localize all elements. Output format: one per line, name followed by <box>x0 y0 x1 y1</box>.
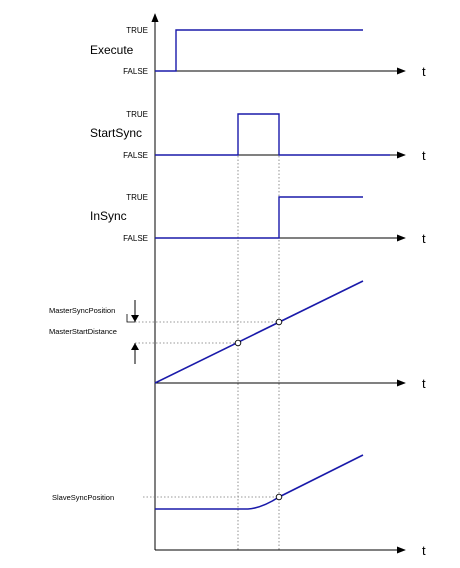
insync-axis-label: t <box>422 231 426 246</box>
slave-position-curve <box>155 454 364 510</box>
start-distance-arrowhead-top <box>131 315 139 322</box>
execute-axis-label: t <box>422 64 426 79</box>
slave-axis-label: t <box>422 543 426 558</box>
insync-signal <box>155 196 363 239</box>
master-axis-label: t <box>422 376 426 391</box>
execute-signal <box>155 29 363 72</box>
master-start-distance-label: MasterStartDistance <box>49 327 117 336</box>
master-sync-position-leader <box>126 314 135 323</box>
execute-signal-name: Execute <box>90 43 134 57</box>
slave-sync-point-marker <box>275 493 283 501</box>
execute-false-label: FALSE <box>123 67 148 76</box>
insync-true-label: TRUE <box>126 193 148 202</box>
slave-sync-position-label: SlaveSyncPosition <box>52 493 114 502</box>
master-sync-point-marker <box>275 318 283 326</box>
insync-signal-name: InSync <box>90 209 127 223</box>
startsync-axis-label: t <box>422 148 426 163</box>
execute-true-label: TRUE <box>126 26 148 35</box>
startsync-false-label: FALSE <box>123 151 148 160</box>
startsync-signal-name: StartSync <box>90 126 142 140</box>
master-position-line <box>154 280 364 384</box>
insync-false-label: FALSE <box>123 234 148 243</box>
startsync-true-label: TRUE <box>126 110 148 119</box>
startsync-signal <box>155 113 390 156</box>
start-distance-arrowhead-bottom <box>131 343 139 350</box>
master-start-point-marker <box>234 339 242 347</box>
master-sync-position-label: MasterSyncPosition <box>49 306 115 315</box>
